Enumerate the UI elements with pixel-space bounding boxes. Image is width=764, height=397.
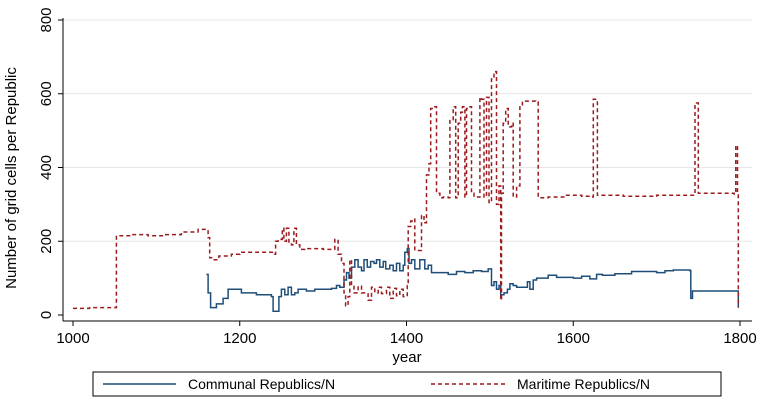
series-line-maritime bbox=[73, 70, 740, 310]
x-tick-label: 1000 bbox=[56, 330, 89, 347]
x-tick-label: 1200 bbox=[223, 330, 256, 347]
legend: Communal Republics/N Maritime Republics/… bbox=[92, 371, 722, 397]
y-tick-label: 400 bbox=[38, 155, 55, 180]
y-tick-label: 200 bbox=[38, 229, 55, 254]
x-tick-label: 1400 bbox=[390, 330, 423, 347]
x-tick-label: 1600 bbox=[557, 330, 590, 347]
y-axis-title: Number of grid cells per Republic bbox=[3, 67, 20, 289]
y-tick-label: 800 bbox=[38, 7, 55, 32]
gridlines bbox=[63, 19, 752, 242]
x-axis: 1000 1200 1400 1600 1800 bbox=[56, 320, 757, 347]
legend-box bbox=[92, 371, 722, 397]
y-tick-label: 0 bbox=[38, 311, 55, 319]
plot-lines bbox=[73, 70, 740, 313]
x-tick-label: 1800 bbox=[723, 330, 756, 347]
legend-label-communal: Communal Republics/N bbox=[188, 376, 335, 392]
series-line-communal bbox=[206, 247, 740, 313]
legend-label-maritime: Maritime Republics/N bbox=[517, 376, 650, 392]
x-axis-title: year bbox=[392, 349, 421, 366]
y-tick-label: 600 bbox=[38, 81, 55, 106]
y-axis: 0 200 400 600 800 bbox=[38, 7, 64, 321]
